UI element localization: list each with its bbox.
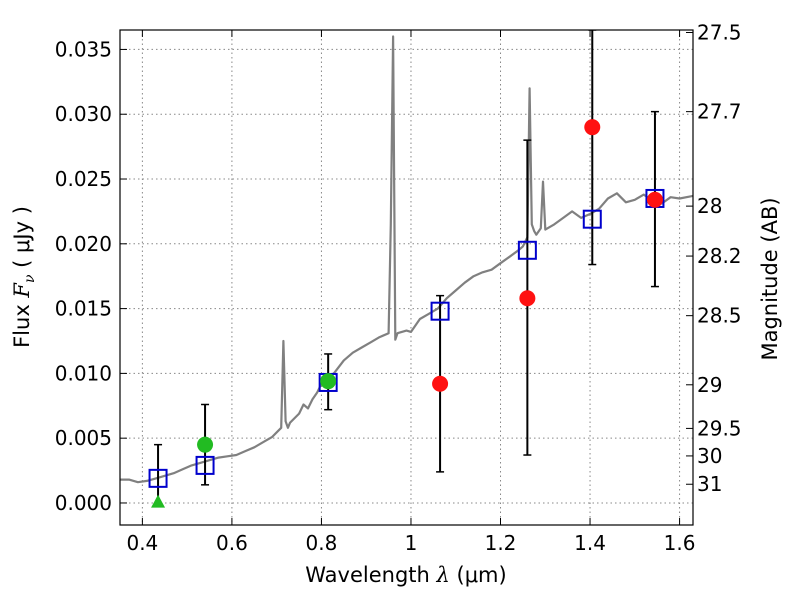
x-tick-label: 0.6 xyxy=(216,531,248,555)
y-tick-label: 0.030 xyxy=(55,102,112,126)
y-axis-label: Flux Fν ( μJy ) xyxy=(10,206,38,348)
y-tick-label: 0.010 xyxy=(55,361,112,385)
data-layer xyxy=(120,30,693,508)
magnitude-tick-label: 30 xyxy=(697,444,722,468)
detection-point xyxy=(197,436,214,453)
model-square xyxy=(430,301,450,321)
x-tick-label: 1.2 xyxy=(485,531,517,555)
x-tick-label: 1 xyxy=(405,531,418,555)
grid-lines xyxy=(120,30,693,525)
detection-point xyxy=(320,373,337,390)
y-tick-label: 0.005 xyxy=(55,426,112,450)
non-detection-point xyxy=(432,375,449,392)
plot-background xyxy=(120,30,693,525)
y-tick-label: 0.035 xyxy=(55,37,112,61)
magnitude-tick-label: 28.5 xyxy=(697,304,742,328)
sed-line xyxy=(120,35,693,484)
model-square xyxy=(582,209,602,229)
non-detection-point xyxy=(519,290,536,307)
y-tick-label: 0.015 xyxy=(55,297,112,321)
non-detection-point xyxy=(584,119,601,136)
x-tick-label: 1.6 xyxy=(664,531,696,555)
magnitude-tick-label: 28.2 xyxy=(697,244,742,268)
x-tick-label: 1.4 xyxy=(574,531,606,555)
magnitude-tick-label: 27.7 xyxy=(697,100,742,124)
x-tick-label: 0.4 xyxy=(126,531,158,555)
magnitude-tick-label: 29.5 xyxy=(697,416,742,440)
model-square xyxy=(517,240,537,260)
non-detection-point xyxy=(646,191,663,208)
ticks: 0.4 0.6 0.8 1 1.2 1.4 1.6 0.000 0.005 0.010 0.015 0… xyxy=(55,20,742,555)
model-square xyxy=(148,468,168,488)
x-tick-label: 0.8 xyxy=(306,531,338,555)
magnitude-tick-label: 27.5 xyxy=(697,20,742,44)
x-axis-label: Wavelength λ (μm) xyxy=(305,563,506,587)
magnitude-tick-label: 29 xyxy=(697,373,722,397)
upper-limit-triangle xyxy=(151,494,166,508)
model-square xyxy=(195,455,215,475)
y-tick-label: 0.020 xyxy=(55,232,112,256)
magnitude-tick-label: 28 xyxy=(697,194,722,218)
magnitude-tick-label: 31 xyxy=(697,472,722,496)
plot-frame xyxy=(119,29,694,526)
y-tick-label: 0.000 xyxy=(55,491,112,515)
y-tick-label: 0.025 xyxy=(55,167,112,191)
magnitude-axis-label: Magnitude (AB) xyxy=(758,197,782,360)
